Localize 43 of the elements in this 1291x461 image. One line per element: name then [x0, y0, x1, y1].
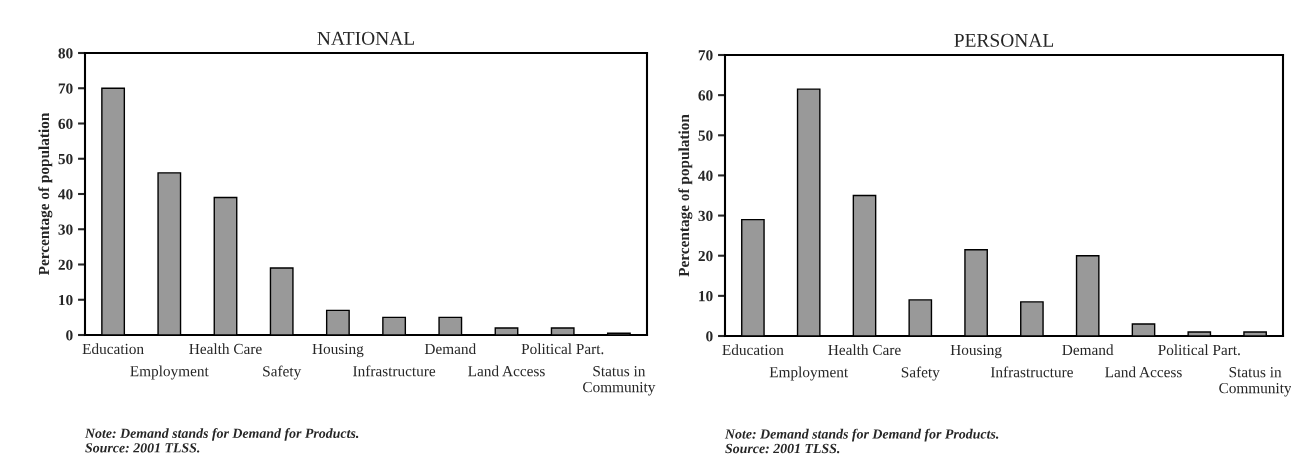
- x-tick-label: Safety: [901, 366, 940, 381]
- x-tick-label: Safety: [263, 365, 302, 380]
- y-axis-title: Percentage of population: [678, 114, 693, 277]
- x-tick-label: Housing: [950, 344, 1002, 359]
- x-tick-label: Land Access: [1105, 366, 1182, 378]
- y-tick-label: 40: [698, 170, 713, 181]
- y-tick-label: 70: [698, 50, 713, 61]
- y-tick-label: 20: [698, 250, 713, 262]
- y-axis-title: Percentage of population: [38, 112, 53, 276]
- chart-title: NATIONAL: [317, 31, 414, 45]
- y-tick-label: 50: [698, 130, 713, 141]
- y-tick-label: 10: [59, 294, 73, 306]
- y-tick-label: 80: [58, 48, 73, 59]
- x-tick-label: Demand: [1062, 344, 1114, 356]
- y-tick-label: 0: [66, 330, 73, 341]
- x-tick-label: Infrastructure: [990, 366, 1073, 378]
- x-tick-label: Health Care: [828, 344, 901, 356]
- x-tick-label: Land Access: [468, 365, 545, 377]
- x-tick-label: Status in Community: [1219, 367, 1291, 397]
- x-tick-label: Education: [82, 343, 144, 355]
- y-tick-label: 30: [58, 224, 73, 235]
- y-tick-label: 60: [698, 90, 713, 101]
- y-tick-label: 10: [699, 291, 713, 302]
- text: Note: Demand stands for Demand for Products. Source: 2001 TLSS.: [84, 428, 359, 453]
- x-tick-label: Infrastructure: [353, 365, 436, 377]
- x-tick-label: Employment: [769, 366, 849, 381]
- x-tick-label: Status in Community: [583, 366, 656, 396]
- x-tick-label: Education: [722, 344, 784, 356]
- y-tick-label: 20: [58, 259, 73, 270]
- chart-title: PERSONAL: [954, 33, 1054, 47]
- x-tick-label: Housing: [312, 343, 364, 358]
- y-tick-label: 30: [698, 210, 713, 222]
- x-tick-label: Demand: [424, 343, 476, 355]
- y-tick-label: 0: [706, 331, 713, 342]
- y-tick-label: 50: [58, 153, 73, 165]
- x-tick-label: Political Part.: [521, 343, 604, 355]
- x-tick-label: Employment: [130, 365, 209, 380]
- y-tick-label: 60: [58, 118, 73, 129]
- y-tick-label: 40: [58, 189, 73, 200]
- y-tick-label: 70: [58, 83, 73, 94]
- x-tick-label: Political Part.: [1158, 344, 1240, 356]
- text: Note: Demand stands for Demand for Products. Source: 2001 TLSS.: [724, 428, 999, 454]
- x-tick-label: Health Care: [189, 343, 262, 355]
